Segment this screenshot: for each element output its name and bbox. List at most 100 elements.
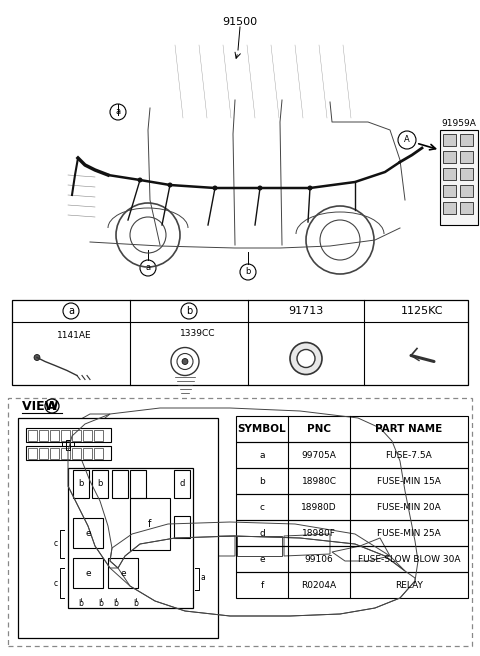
Text: e: e — [85, 569, 91, 577]
Text: b: b — [245, 268, 251, 276]
Text: PART NAME: PART NAME — [375, 424, 443, 434]
Bar — [460, 185, 473, 197]
Bar — [174, 516, 190, 538]
Bar — [73, 470, 89, 498]
Text: a: a — [145, 264, 151, 272]
Bar — [72, 430, 81, 441]
Text: f: f — [260, 581, 264, 590]
Bar — [460, 151, 473, 163]
Bar — [50, 448, 59, 459]
Bar — [12, 300, 468, 385]
Text: 91500: 91500 — [222, 17, 258, 27]
Text: b: b — [186, 306, 192, 316]
Bar — [174, 470, 190, 498]
Bar — [236, 494, 468, 520]
Circle shape — [182, 358, 188, 365]
Bar — [443, 168, 456, 180]
Bar — [83, 448, 92, 459]
Bar — [73, 558, 103, 588]
Bar — [61, 430, 70, 441]
Text: FUSE-MIN 20A: FUSE-MIN 20A — [377, 502, 441, 512]
Text: a: a — [115, 108, 120, 117]
Text: e: e — [85, 529, 91, 537]
Text: e: e — [120, 569, 126, 577]
Bar — [443, 151, 456, 163]
Bar — [39, 448, 48, 459]
Text: c: c — [260, 502, 264, 512]
Bar — [26, 446, 111, 460]
Text: 18980D: 18980D — [301, 502, 337, 512]
Text: 1339CC: 1339CC — [180, 329, 216, 338]
Bar — [94, 430, 103, 441]
Bar — [92, 470, 108, 498]
Text: b: b — [133, 598, 138, 607]
Bar — [8, 398, 472, 646]
Text: c: c — [54, 539, 58, 548]
Circle shape — [290, 342, 322, 375]
Text: d: d — [259, 529, 265, 537]
Bar — [236, 546, 468, 572]
Text: 91959A: 91959A — [442, 119, 477, 129]
Text: FUSE-MIN 25A: FUSE-MIN 25A — [377, 529, 441, 537]
Text: A: A — [47, 400, 57, 413]
Bar — [443, 202, 456, 214]
Text: 99106: 99106 — [305, 554, 334, 564]
Bar — [443, 185, 456, 197]
Bar — [26, 428, 111, 442]
Bar — [73, 518, 103, 548]
Text: FUSE-7.5A: FUSE-7.5A — [385, 451, 432, 459]
Bar — [236, 468, 468, 494]
Text: A: A — [404, 136, 410, 144]
Text: 18980C: 18980C — [301, 476, 336, 485]
Text: 1125KC: 1125KC — [401, 306, 443, 316]
Text: a: a — [201, 573, 205, 583]
Text: c: c — [54, 579, 58, 588]
Text: b: b — [259, 476, 265, 485]
Bar — [94, 448, 103, 459]
Bar — [236, 520, 468, 546]
Bar — [62, 442, 74, 446]
Bar — [130, 470, 146, 498]
Bar — [61, 448, 70, 459]
Circle shape — [137, 178, 143, 182]
Bar — [50, 430, 59, 441]
Bar — [28, 430, 37, 441]
Text: FUSE-MIN 15A: FUSE-MIN 15A — [377, 476, 441, 485]
Bar — [440, 130, 478, 225]
Bar — [83, 430, 92, 441]
Text: e: e — [259, 554, 265, 564]
Circle shape — [308, 186, 312, 190]
Text: R0204A: R0204A — [301, 581, 336, 590]
Text: d: d — [180, 480, 185, 489]
Bar — [68, 468, 193, 608]
Bar — [443, 134, 456, 146]
Text: 18980F: 18980F — [302, 529, 336, 537]
Text: b: b — [114, 598, 119, 607]
Circle shape — [168, 182, 172, 188]
Text: b: b — [78, 480, 84, 489]
Circle shape — [257, 186, 263, 190]
Text: 1141AE: 1141AE — [57, 331, 91, 340]
Text: 91713: 91713 — [288, 306, 324, 316]
Bar — [236, 572, 468, 598]
Text: RELAY: RELAY — [395, 581, 423, 590]
Text: 99705A: 99705A — [301, 451, 336, 459]
Bar — [72, 448, 81, 459]
Circle shape — [213, 186, 217, 190]
Bar — [460, 134, 473, 146]
Circle shape — [34, 354, 40, 361]
Circle shape — [297, 350, 315, 367]
Bar — [236, 416, 468, 442]
Bar — [130, 498, 170, 550]
Text: a: a — [68, 306, 74, 316]
Text: a: a — [259, 451, 265, 459]
Bar — [39, 430, 48, 441]
Text: PNC: PNC — [307, 424, 331, 434]
Bar — [460, 202, 473, 214]
Text: VIEW: VIEW — [22, 400, 63, 413]
Text: FUSE-SLOW BLOW 30A: FUSE-SLOW BLOW 30A — [358, 554, 460, 564]
Text: SYMBOL: SYMBOL — [238, 424, 286, 434]
Bar — [108, 558, 138, 588]
Bar — [460, 168, 473, 180]
Bar — [28, 448, 37, 459]
